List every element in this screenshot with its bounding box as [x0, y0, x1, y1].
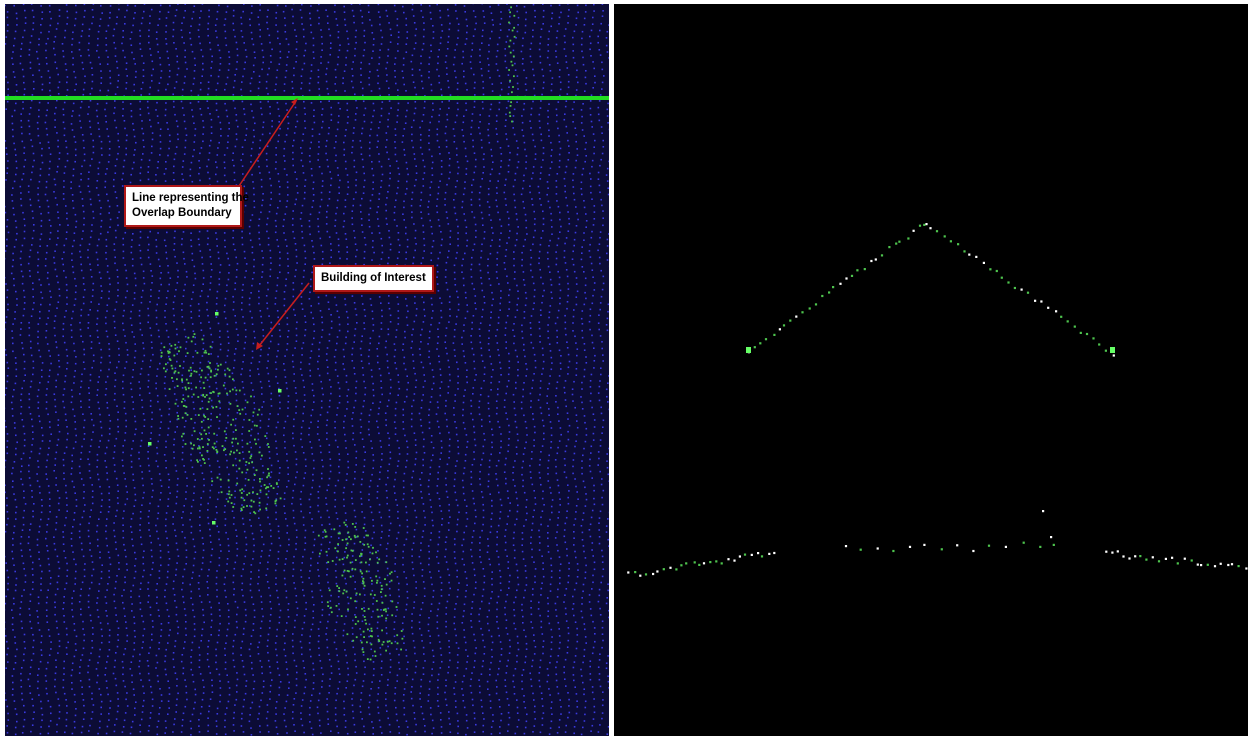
plan-view-canvas [5, 4, 609, 736]
profile-point-layer [627, 223, 1248, 577]
profile-view-canvas [614, 4, 1248, 736]
overlap-boundary-callout: Line representing the Overlap Boundary [124, 185, 249, 227]
overlap-arrow-line [236, 100, 297, 190]
building-arrow-head [256, 342, 263, 350]
point-cloud-plan-view: Line representing the Overlap Boundary B… [5, 4, 609, 736]
ground-point-layer [5, 4, 609, 736]
building-arrow-line [258, 282, 310, 347]
overlap-arrow-head [291, 98, 298, 105]
vegetation-point-layer [148, 6, 516, 661]
point-cloud-profile-view [614, 4, 1248, 736]
building-of-interest-callout: Building of Interest [313, 265, 434, 292]
